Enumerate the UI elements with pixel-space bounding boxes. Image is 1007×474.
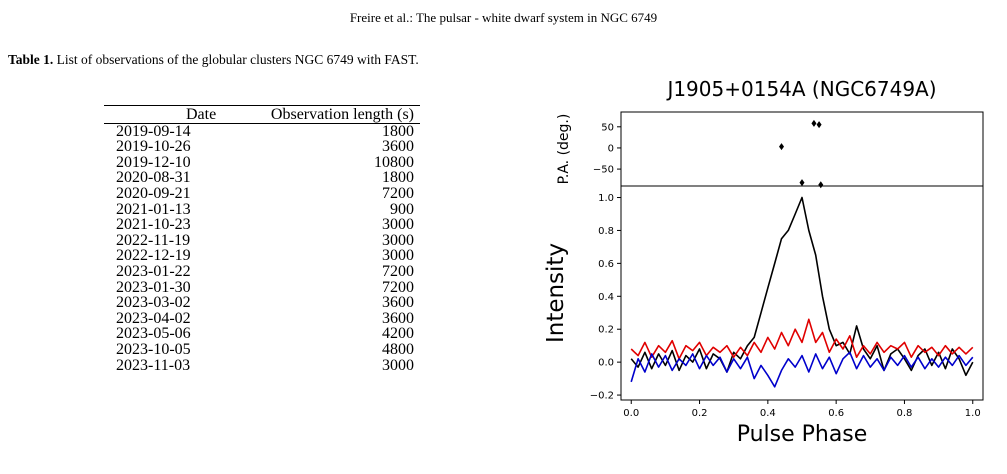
running-header: Freire et al.: The pulsar - white dwarf … (349, 10, 658, 25)
table-row: 2022-11-19 3000 (104, 231, 420, 249)
x-tick-label: 0.8 (896, 408, 912, 419)
y-tick-label: 0.0 (598, 358, 614, 369)
y-tick-label: 0.8 (598, 226, 614, 237)
table-label: Table 1. (8, 52, 54, 67)
table-row: 2019-10-26 3600 (104, 139, 420, 155)
table-row: 2021-01-13 900 (104, 200, 420, 218)
observation-length: 3000 (382, 216, 414, 234)
y-tick-label: 0.6 (598, 259, 614, 270)
observation-length: 3600 (382, 309, 414, 327)
observation-length: 10800 (374, 153, 414, 171)
table-row: 2023-05-06 4200 (104, 326, 420, 342)
intensity-panel-frame (620, 185, 984, 401)
observation-length: 1800 (382, 169, 414, 187)
table-row: 2022-12-19 3000 (104, 248, 420, 264)
pa-point (779, 143, 785, 151)
observation-length: 3000 (382, 231, 414, 249)
x-tick-label: 0.4 (760, 408, 776, 419)
pa-point (799, 179, 805, 187)
observation-length: 3600 (382, 138, 414, 156)
table-body: 2019-09-14 1800 2019-10-26 3600 2019-12-10 10… (104, 123, 420, 373)
column-header-length: Observation length (s) (222, 105, 420, 124)
table-row: 2019-09-14 1800 (104, 123, 420, 139)
pa-axis-label: P.A. (deg.) (556, 114, 572, 185)
table-row: 2023-10-05 4800 (104, 342, 420, 358)
y-tick-label: 1.0 (598, 193, 614, 204)
observation-date: 2019-10-26 (116, 138, 191, 156)
table-caption: Table 1. List of observations of the glo… (8, 52, 523, 67)
pa-point (818, 181, 824, 189)
observation-length: 7200 (382, 262, 414, 280)
pa-tick-label: 50 (601, 122, 614, 133)
x-tick-label: 0.2 (692, 408, 708, 419)
observation-date: 2023-01-30 (116, 278, 191, 296)
observation-date: 2022-12-19 (116, 247, 191, 265)
pulse-profile-chart: J1905+0154A (NGC6749A) 0.0 0.2 0.4 0.6 0.8 1.0… (543, 77, 984, 447)
observation-date: 2019-12-10 (116, 153, 191, 171)
observation-date: 2023-03-02 (116, 294, 191, 312)
observation-date: 2021-01-13 (116, 200, 191, 218)
table-row: 2023-01-22 7200 (104, 264, 420, 280)
observation-date: 2022-11-19 (116, 231, 191, 249)
table-row: 2020-08-31 1800 (104, 170, 420, 186)
pa-panel-frame (620, 111, 984, 187)
table-row: 2021-10-23 3000 (104, 217, 420, 233)
series-line-2 (630, 351, 974, 388)
observation-date: 2020-09-21 (116, 184, 191, 202)
series-line-1 (630, 318, 974, 360)
observation-date: 2021-10-23 (116, 216, 191, 234)
x-tick-label: 0.6 (828, 408, 844, 419)
observation-date: 2023-11-03 (116, 356, 191, 374)
observation-length: 3600 (382, 294, 414, 312)
observation-date: 2023-05-06 (116, 325, 191, 343)
table-caption-text: List of observations of the globular clu… (56, 52, 419, 67)
x-axis-label: Pulse Phase (737, 422, 868, 447)
table-row: 2023-11-03 3000 (104, 356, 420, 374)
y-tick-label: 0.4 (598, 292, 614, 303)
table-row: 2020-09-21 7200 (104, 186, 420, 202)
table-header-row: Date Observation length (s) (104, 105, 420, 124)
y-tick-label: −0.2 (590, 391, 614, 402)
observation-date: 2020-08-31 (116, 169, 191, 187)
observation-date: 2019-09-14 (116, 122, 191, 140)
table-row: 2023-04-02 3600 (104, 309, 420, 327)
observation-date: 2023-04-02 (116, 309, 191, 327)
pa-point (816, 121, 822, 129)
x-tick-label: 0.0 (623, 408, 639, 419)
y-tick-label: 0.2 (598, 325, 614, 336)
table-row: 2023-03-02 3600 (104, 295, 420, 311)
observation-length: 900 (390, 200, 414, 218)
column-header-date: Date (104, 105, 223, 124)
observation-length: 1800 (382, 122, 414, 140)
table-row: 2023-01-30 7200 (104, 278, 420, 296)
x-tick-label: 1.0 (965, 408, 981, 419)
table-row: 2019-12-10 10800 (104, 153, 420, 171)
observation-length: 3000 (382, 356, 414, 374)
chart-title: J1905+0154A (NGC6749A) (665, 77, 936, 101)
pa-tick-label: 0 (608, 143, 614, 154)
pa-tick-label: −50 (593, 165, 614, 176)
pa-point (811, 119, 817, 127)
observation-date: 2023-10-05 (116, 340, 191, 358)
observation-length: 4800 (382, 340, 414, 358)
observation-length: 7200 (382, 184, 414, 202)
observation-date: 2023-01-22 (116, 262, 191, 280)
y-axis-label: Intensity (543, 243, 569, 343)
observation-length: 4200 (382, 325, 414, 343)
observation-length: 3000 (382, 247, 414, 265)
observations-table: Date Observation length (s) 2019-09-14 18… (104, 105, 420, 373)
observation-length: 7200 (382, 278, 414, 296)
